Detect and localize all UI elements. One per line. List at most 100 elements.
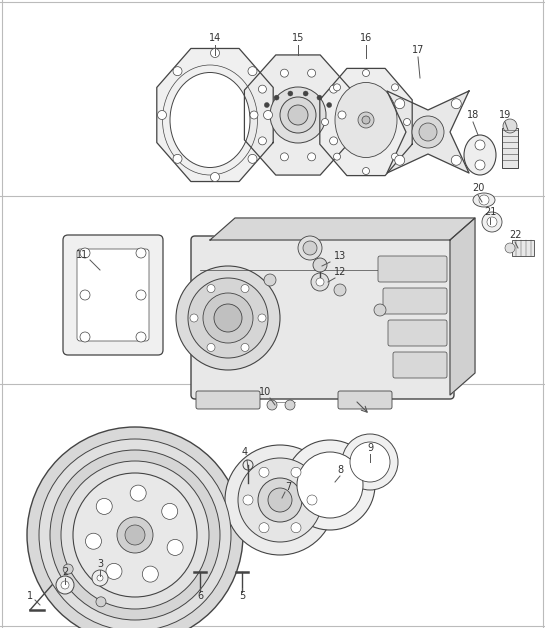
- FancyBboxPatch shape: [388, 320, 447, 346]
- Circle shape: [288, 105, 308, 125]
- Circle shape: [50, 450, 220, 620]
- Text: 17: 17: [412, 45, 424, 55]
- Circle shape: [167, 539, 183, 555]
- Circle shape: [207, 284, 215, 293]
- Circle shape: [391, 84, 398, 91]
- Circle shape: [61, 461, 209, 609]
- Circle shape: [106, 563, 122, 580]
- Text: 9: 9: [367, 443, 373, 453]
- Circle shape: [298, 236, 322, 260]
- Circle shape: [270, 87, 326, 143]
- Circle shape: [350, 442, 390, 482]
- Circle shape: [297, 452, 363, 518]
- Circle shape: [210, 48, 220, 58]
- Circle shape: [280, 97, 316, 133]
- Circle shape: [214, 304, 242, 332]
- Polygon shape: [450, 218, 475, 395]
- Text: 4: 4: [242, 447, 248, 457]
- Circle shape: [268, 488, 292, 512]
- Circle shape: [258, 137, 267, 145]
- Circle shape: [307, 69, 316, 77]
- Circle shape: [374, 304, 386, 316]
- Text: 19: 19: [499, 110, 511, 120]
- Circle shape: [56, 576, 74, 594]
- Polygon shape: [387, 91, 469, 173]
- Circle shape: [487, 217, 497, 227]
- Text: 13: 13: [334, 251, 346, 261]
- Circle shape: [285, 400, 295, 410]
- Circle shape: [334, 84, 341, 91]
- Circle shape: [362, 116, 370, 124]
- Text: 2: 2: [62, 567, 68, 577]
- Text: 20: 20: [472, 183, 484, 193]
- Circle shape: [267, 400, 277, 410]
- FancyBboxPatch shape: [63, 235, 163, 355]
- Circle shape: [241, 344, 249, 352]
- Circle shape: [338, 111, 346, 119]
- Circle shape: [307, 153, 316, 161]
- Circle shape: [248, 67, 257, 75]
- Circle shape: [391, 153, 398, 160]
- Circle shape: [291, 522, 301, 533]
- Circle shape: [243, 495, 253, 505]
- Text: 12: 12: [334, 267, 346, 277]
- Circle shape: [362, 168, 370, 175]
- Circle shape: [80, 332, 90, 342]
- Text: 16: 16: [360, 33, 372, 43]
- Ellipse shape: [335, 82, 397, 158]
- FancyBboxPatch shape: [196, 391, 260, 409]
- FancyBboxPatch shape: [393, 352, 447, 378]
- FancyBboxPatch shape: [77, 249, 149, 341]
- Text: 7: 7: [285, 482, 291, 492]
- Circle shape: [210, 173, 220, 181]
- Text: 14: 14: [209, 33, 221, 43]
- Circle shape: [158, 111, 167, 119]
- Circle shape: [117, 517, 153, 553]
- Ellipse shape: [464, 135, 496, 175]
- Circle shape: [176, 266, 280, 370]
- Circle shape: [307, 495, 317, 505]
- Polygon shape: [157, 48, 273, 181]
- Text: 22: 22: [508, 230, 521, 240]
- Text: 10: 10: [259, 387, 271, 397]
- Circle shape: [173, 154, 182, 163]
- FancyBboxPatch shape: [338, 391, 392, 409]
- Bar: [512, 240, 534, 256]
- Text: 3: 3: [97, 559, 103, 569]
- Circle shape: [285, 440, 375, 530]
- Circle shape: [362, 70, 370, 77]
- Circle shape: [162, 504, 178, 519]
- Polygon shape: [320, 68, 412, 176]
- Circle shape: [313, 258, 327, 272]
- Circle shape: [241, 284, 249, 293]
- Circle shape: [225, 445, 335, 555]
- Circle shape: [482, 212, 502, 232]
- Circle shape: [80, 248, 90, 258]
- Circle shape: [475, 140, 485, 150]
- Circle shape: [258, 85, 267, 93]
- Circle shape: [316, 278, 324, 286]
- Circle shape: [264, 102, 269, 107]
- Circle shape: [311, 273, 329, 291]
- Circle shape: [136, 248, 146, 258]
- Circle shape: [142, 566, 158, 582]
- Circle shape: [250, 111, 258, 119]
- Circle shape: [334, 284, 346, 296]
- Circle shape: [63, 564, 73, 574]
- Circle shape: [403, 119, 410, 126]
- Circle shape: [303, 241, 317, 255]
- Circle shape: [334, 153, 341, 160]
- Circle shape: [326, 102, 332, 107]
- Text: 11: 11: [76, 250, 88, 260]
- Polygon shape: [210, 218, 475, 240]
- Circle shape: [80, 290, 90, 300]
- Circle shape: [190, 314, 198, 322]
- Circle shape: [238, 458, 322, 542]
- Circle shape: [258, 314, 266, 322]
- Polygon shape: [244, 55, 352, 175]
- Circle shape: [412, 116, 444, 148]
- Circle shape: [207, 344, 215, 352]
- Circle shape: [288, 91, 293, 96]
- Circle shape: [188, 278, 268, 358]
- Circle shape: [505, 243, 515, 253]
